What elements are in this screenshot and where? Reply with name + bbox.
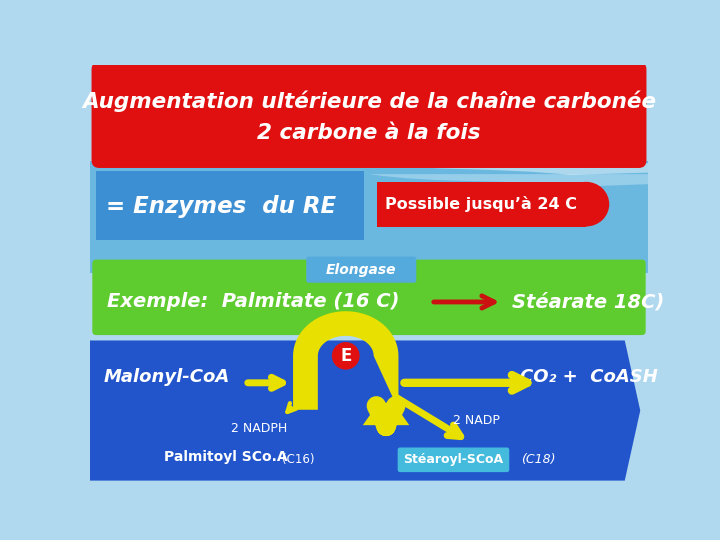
FancyBboxPatch shape <box>92 260 646 335</box>
Text: Stéarate 18C): Stéarate 18C) <box>512 293 664 312</box>
Text: CO₂ +  CoASH: CO₂ + CoASH <box>520 368 658 386</box>
Text: Augmentation ultérieure de la chaîne carbonée: Augmentation ultérieure de la chaîne car… <box>82 90 656 112</box>
Text: 2 carbone à la fois: 2 carbone à la fois <box>257 123 481 143</box>
Text: Elongase: Elongase <box>326 262 397 276</box>
PathPatch shape <box>369 164 648 175</box>
Text: Malonyl-CoA: Malonyl-CoA <box>104 368 230 386</box>
Circle shape <box>333 343 359 369</box>
Text: Stéaroyl-SCoA: Stéaroyl-SCoA <box>403 453 503 467</box>
PathPatch shape <box>369 174 648 186</box>
Text: (C16): (C16) <box>282 453 315 465</box>
Polygon shape <box>293 311 398 410</box>
Polygon shape <box>90 340 640 481</box>
Text: Possible jusqu’à 24 C: Possible jusqu’à 24 C <box>385 196 577 212</box>
Text: Exemple:  Palmitate (16 C): Exemple: Palmitate (16 C) <box>107 293 400 312</box>
Text: 2 NADPH: 2 NADPH <box>231 422 287 435</box>
Text: = Enzymes  du RE: = Enzymes du RE <box>106 195 336 218</box>
FancyBboxPatch shape <box>397 448 509 472</box>
Text: Palmitoyl SCo.A: Palmitoyl SCo.A <box>164 450 287 464</box>
Text: (C18): (C18) <box>521 453 555 465</box>
Text: 2 NADP: 2 NADP <box>453 414 500 427</box>
FancyBboxPatch shape <box>377 182 586 226</box>
Text: E: E <box>340 347 351 365</box>
FancyBboxPatch shape <box>96 171 364 240</box>
FancyBboxPatch shape <box>306 256 416 283</box>
Ellipse shape <box>563 182 609 226</box>
Polygon shape <box>363 410 409 425</box>
FancyBboxPatch shape <box>91 62 647 168</box>
Polygon shape <box>90 161 648 273</box>
